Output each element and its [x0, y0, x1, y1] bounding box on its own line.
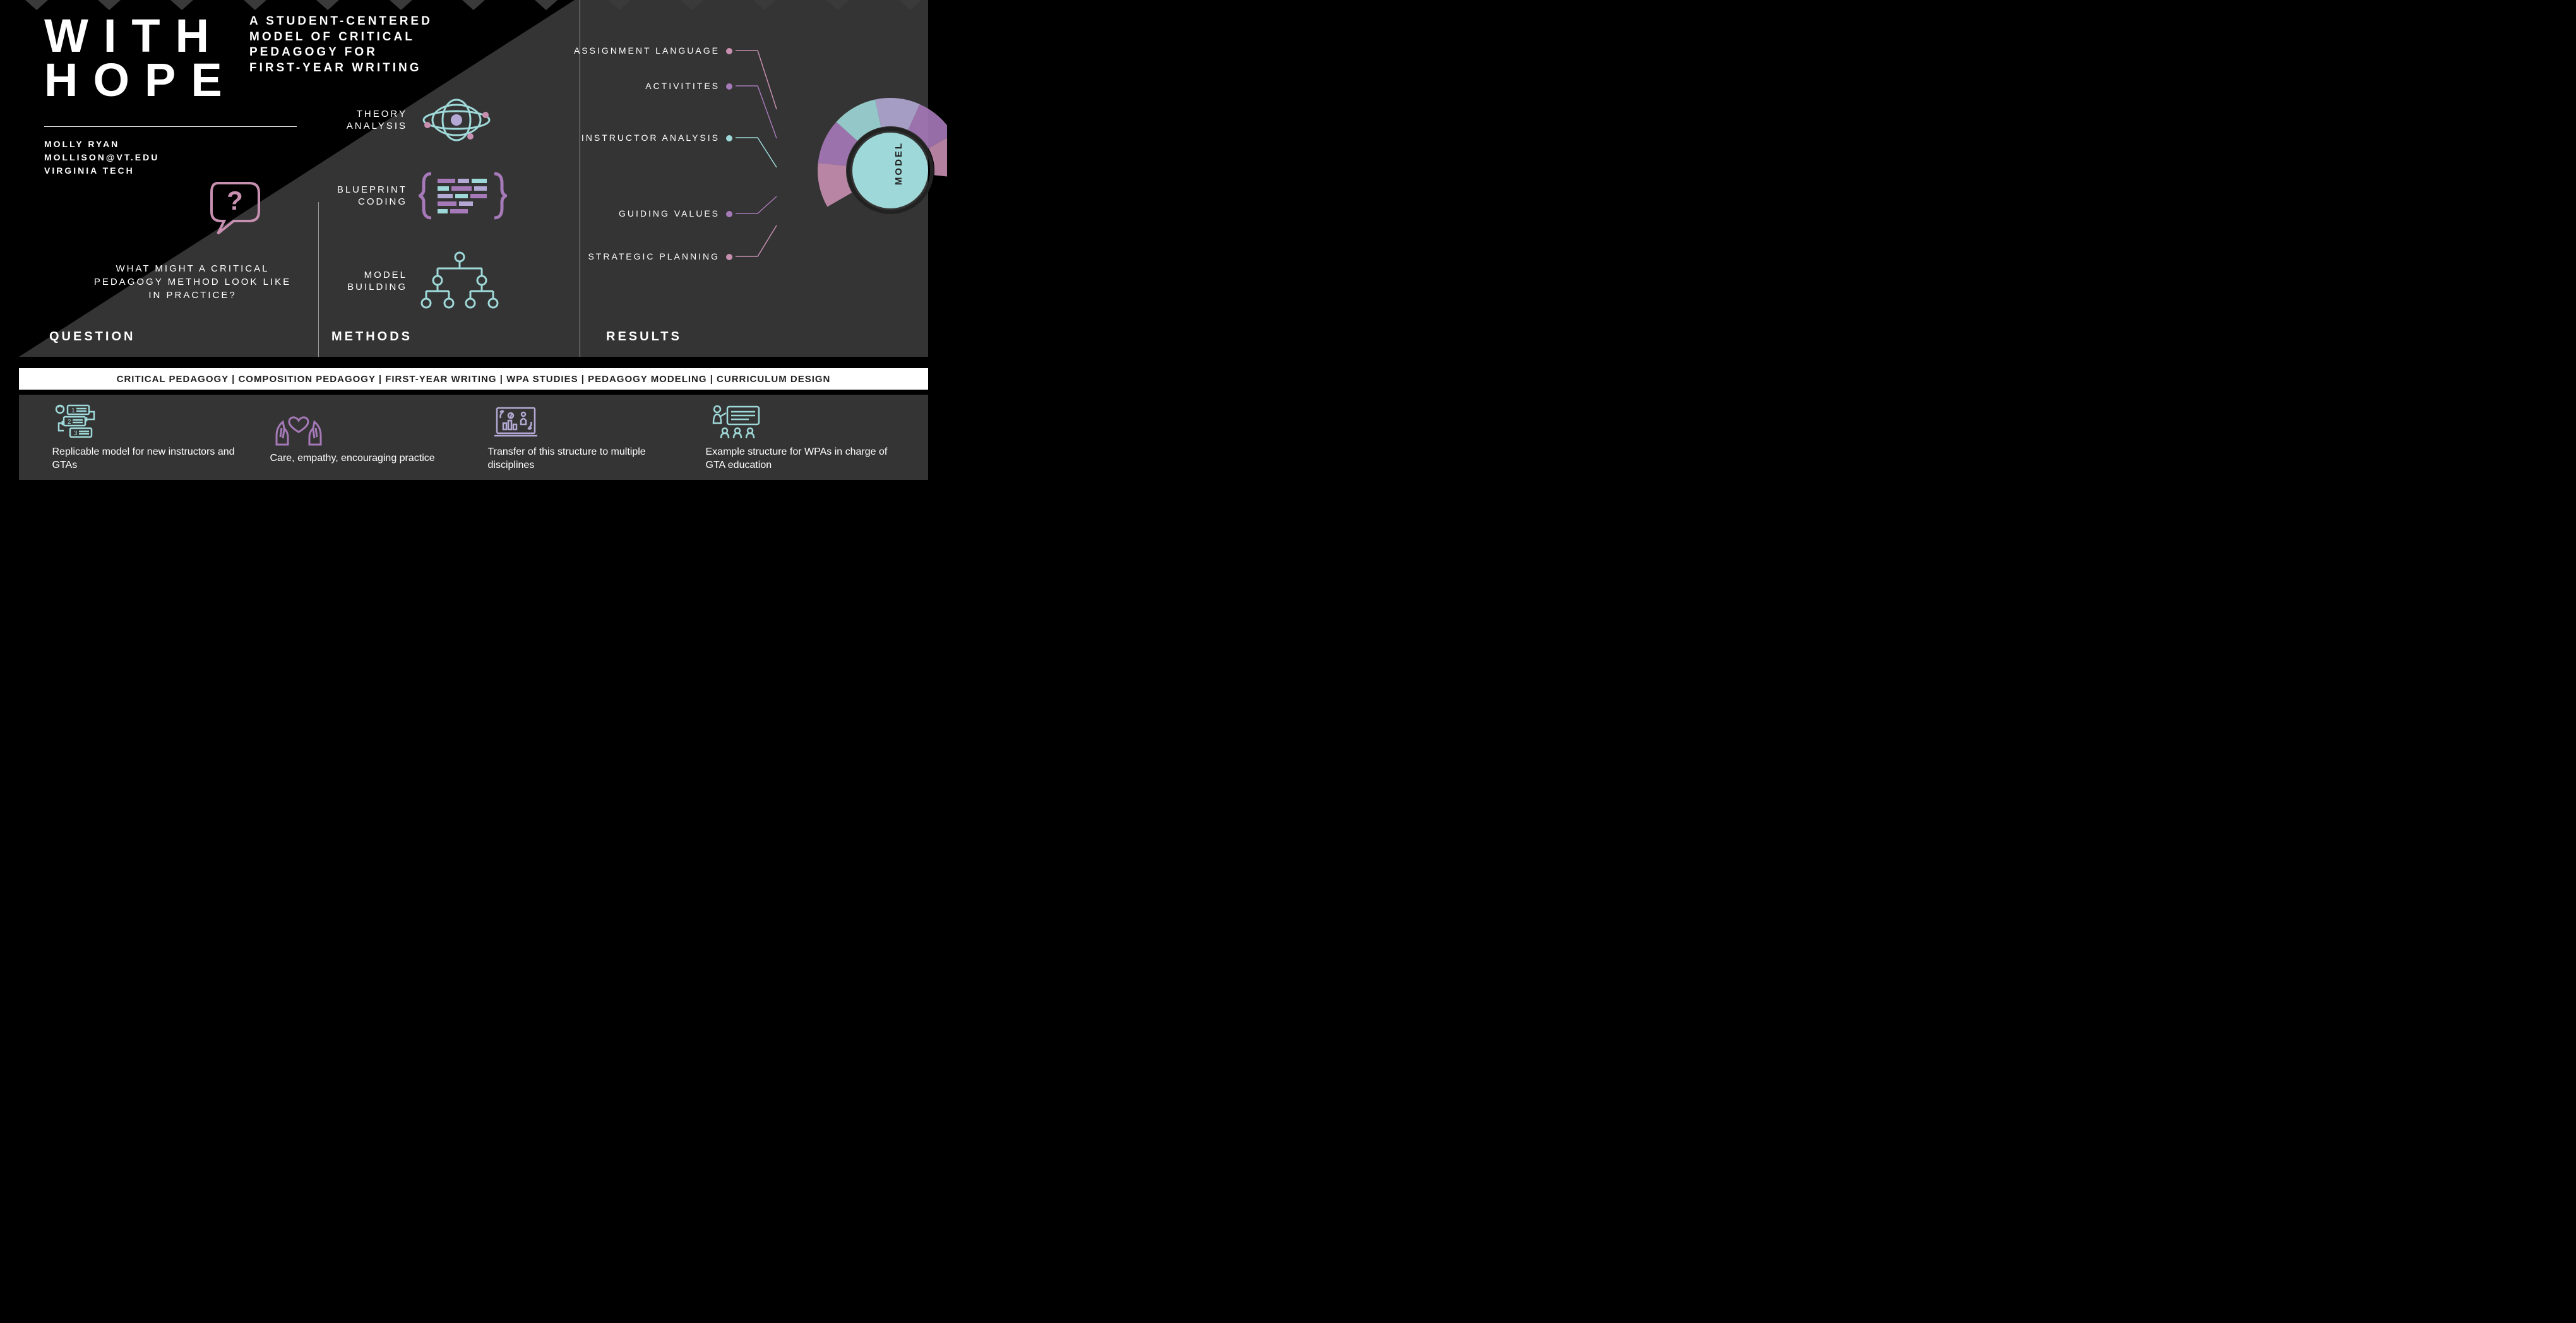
- divider-line: [44, 126, 297, 127]
- question-mark-icon: ?: [208, 177, 265, 243]
- dot-icon: [726, 135, 732, 141]
- orbit-icon: [419, 95, 494, 145]
- question-text: WHAT MIGHT A CRITICAL PEDAGOGY METHOD LO…: [88, 262, 297, 302]
- svg-text:1: 1: [71, 407, 75, 414]
- section-label-results: RESULTS: [606, 330, 682, 344]
- benefit-care-empathy: Care, empathy, encouraging practice: [270, 409, 460, 465]
- benefit-text: Transfer of this structure to multiple d…: [488, 446, 677, 472]
- method-model-building: MODEL BUILDING: [331, 249, 501, 313]
- keywords-text: CRITICAL PEDAGOGY | COMPOSITION PEDAGOGY…: [117, 374, 831, 385]
- bottom-benefits-row: 1 2 3 Replicable model for new instructo…: [19, 395, 928, 480]
- benefit-wpa-structure: Example structure for WPAs in charge of …: [706, 403, 895, 472]
- title-line1: WITH: [44, 14, 237, 58]
- method-label: THEORY ANALYSIS: [331, 108, 407, 133]
- teacher-icon: [706, 403, 769, 441]
- method-blueprint-coding: BLUEPRINT CODING: [331, 167, 507, 224]
- section-label-question: QUESTION: [49, 330, 135, 344]
- svg-text:?: ?: [227, 186, 243, 215]
- author-block: MOLLY RYAN MOLLISON@VT.EDU VIRGINIA TECH: [44, 138, 159, 177]
- benefit-text: Care, empathy, encouraging practice: [270, 452, 435, 465]
- result-guiding-values: GUIDING VALUES: [619, 208, 732, 219]
- subtitle: A STUDENT-CENTERED MODEL OF CRITICAL PED…: [249, 14, 432, 76]
- result-activities: ACTIVITITES: [645, 81, 732, 91]
- hands-heart-icon: [270, 409, 327, 447]
- decorative-triangles: [0, 0, 947, 14]
- dot-icon: [726, 83, 732, 90]
- result-instructor-analysis: INSTRUCTOR ANALYSIS: [581, 133, 732, 143]
- main-panel: WITH HOPE A STUDENT-CENTERED MODEL OF CR…: [19, 0, 928, 357]
- keywords-bar: CRITICAL PEDAGOGY | COMPOSITION PEDAGOGY…: [19, 368, 928, 390]
- benefit-transfer-structure: Transfer of this structure to multiple d…: [488, 403, 677, 472]
- steps-icon: 1 2 3: [52, 403, 109, 441]
- donut-center-label: MODEL: [893, 141, 904, 185]
- tree-icon: [419, 249, 501, 313]
- vertical-divider-1: [318, 202, 319, 357]
- title-line2: HOPE: [44, 58, 237, 102]
- benefit-text: Example structure for WPAs in charge of …: [706, 446, 895, 472]
- presentation-board-icon: [488, 403, 545, 441]
- method-theory-analysis: THEORY ANALYSIS: [331, 95, 494, 145]
- main-title: WITH HOPE: [44, 14, 237, 103]
- section-label-methods: METHODS: [331, 330, 412, 344]
- benefit-text: Replicable model for new instructors and…: [52, 446, 242, 472]
- result-strategic-planning: STRATEGIC PLANNING: [588, 251, 732, 261]
- method-label: BLUEPRINT CODING: [331, 184, 407, 208]
- dot-icon: [726, 254, 732, 260]
- svg-text:2: 2: [68, 419, 71, 426]
- code-braces-icon: [419, 167, 507, 224]
- dot-icon: [726, 48, 732, 54]
- method-label: MODEL BUILDING: [331, 269, 407, 294]
- svg-text:3: 3: [74, 430, 78, 437]
- benefit-replicable-model: 1 2 3 Replicable model for new instructo…: [52, 403, 242, 472]
- author-name: MOLLY RYAN: [44, 138, 159, 151]
- result-assignment-language: ASSIGNMENT LANGUAGE: [574, 45, 732, 56]
- author-affiliation: VIRGINIA TECH: [44, 164, 159, 177]
- author-email: MOLLISON@VT.EDU: [44, 151, 159, 164]
- dot-icon: [726, 211, 732, 217]
- model-donut-chart: [783, 82, 947, 259]
